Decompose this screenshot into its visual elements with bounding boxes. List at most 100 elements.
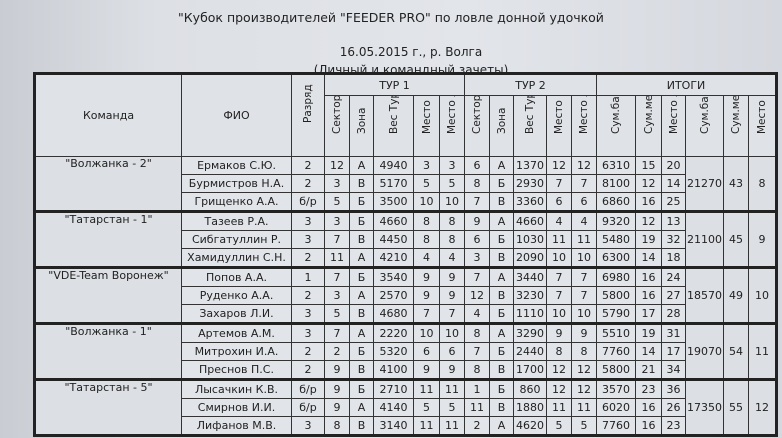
table-cell: 9 bbox=[324, 360, 350, 380]
team-sum-points: 21270 bbox=[685, 156, 724, 212]
table-cell: 3 bbox=[291, 416, 325, 436]
table-cell: 7 bbox=[464, 342, 490, 361]
table-cell: 6 bbox=[464, 156, 490, 175]
table-cell: 16 bbox=[635, 286, 662, 305]
table-cell: В bbox=[489, 360, 514, 380]
table-cell: 8 bbox=[571, 342, 597, 361]
header-tour2: ТУР 2 bbox=[464, 73, 597, 96]
table-cell: 3 bbox=[291, 322, 325, 343]
tour2-col-header: Зона bbox=[489, 95, 514, 157]
table-cell: 1030 bbox=[513, 230, 547, 249]
table-cell: 36 bbox=[661, 378, 686, 399]
table-row: Смирнов И.И. б/р 9 А 4140 5 5 11 В 1880 11 11 6020 16… bbox=[35, 398, 777, 417]
table-cell: 9 bbox=[571, 322, 597, 343]
table-cell: 4940 bbox=[373, 156, 414, 175]
table-cell: 7 bbox=[324, 266, 350, 287]
table-cell: Б bbox=[349, 342, 374, 361]
team-place: 9 bbox=[748, 210, 777, 268]
table-cell: 9 bbox=[546, 322, 572, 343]
table-cell: А bbox=[489, 266, 514, 287]
table-cell: 8 bbox=[546, 342, 572, 361]
table-cell: 23 bbox=[661, 416, 686, 436]
table-cell: В bbox=[349, 416, 374, 436]
table-cell: 8 bbox=[464, 322, 490, 343]
table-cell: 6 bbox=[546, 192, 572, 212]
table-row: "Волжанка - 1" Артемов А.М. 3 7 А 2220 10 10 8 А 3… bbox=[34, 322, 777, 380]
table-cell: 2 bbox=[464, 416, 490, 436]
table-cell: 4100 bbox=[373, 360, 414, 380]
table-cell: 25 bbox=[661, 192, 686, 212]
table-cell: 3 bbox=[291, 230, 325, 249]
table-cell: 12 bbox=[546, 378, 572, 399]
table-cell: 7 bbox=[464, 266, 490, 287]
table-cell: 2930 bbox=[513, 174, 547, 193]
table-cell: 11 bbox=[413, 378, 440, 399]
table-cell: 9 bbox=[324, 398, 350, 417]
table-cell: 19 bbox=[635, 230, 662, 249]
table-cell: 8 bbox=[413, 210, 440, 231]
table-cell: 16 bbox=[635, 416, 662, 436]
table-cell: 3 bbox=[324, 286, 350, 305]
participant-name: Попов А.А. bbox=[181, 266, 292, 287]
team-name: "Волжанка - 2" bbox=[34, 156, 182, 212]
table-cell: 26 bbox=[661, 398, 686, 417]
totals-col-header: Сум.мест.к bbox=[723, 95, 749, 157]
table-cell: Б bbox=[489, 304, 514, 324]
table-cell: 5 bbox=[324, 304, 350, 324]
table-cell: 7 bbox=[324, 230, 350, 249]
table-cell: 4660 bbox=[513, 210, 547, 231]
table-cell: 5 bbox=[324, 192, 350, 212]
table-cell: 1 bbox=[291, 266, 325, 287]
table-cell: В bbox=[349, 304, 374, 324]
table-cell: 12 bbox=[635, 210, 662, 231]
table-cell: А bbox=[489, 322, 514, 343]
table-cell: Б bbox=[489, 230, 514, 249]
team-name: "Волжанка - 1" bbox=[34, 322, 182, 380]
participant-name: Смирнов И.И. bbox=[181, 398, 292, 417]
participant-name: Захаров Л.И. bbox=[181, 304, 292, 324]
table-cell: 10 bbox=[413, 192, 440, 212]
table-row: Бурмистров Н.А. 2 3 В 5170 5 5 8 Б 2930 7 7 8100 12 14 bbox=[35, 174, 777, 193]
table-cell: В bbox=[349, 174, 374, 193]
table-cell: 10 bbox=[546, 304, 572, 324]
table-cell: 12 bbox=[571, 156, 597, 175]
table-cell: 11 bbox=[413, 416, 440, 436]
table-cell: 19 bbox=[635, 322, 662, 343]
tour2-col-header: Вес Тур 2 bbox=[513, 95, 547, 157]
participant-name: Артемов А.М. bbox=[181, 322, 292, 343]
table-cell: 5 bbox=[413, 174, 440, 193]
table-cell: 8100 bbox=[596, 174, 636, 193]
table-cell: А bbox=[349, 156, 374, 175]
table-cell: 2710 bbox=[373, 378, 414, 399]
tour1-col-header: Сектор bbox=[324, 95, 350, 157]
participant-name: Тазеев Р.А. bbox=[181, 210, 292, 231]
table-cell: 6980 bbox=[596, 266, 636, 287]
table-cell: 11 bbox=[464, 398, 490, 417]
table-cell: 2 bbox=[291, 156, 325, 175]
table-cell: А bbox=[349, 322, 374, 343]
table-cell: 6020 bbox=[596, 398, 636, 417]
table-cell: 2 bbox=[291, 174, 325, 193]
table-cell: В bbox=[489, 192, 514, 212]
table-cell: 7760 bbox=[596, 342, 636, 361]
table-cell: 11 bbox=[546, 398, 572, 417]
table-cell: 7 bbox=[571, 174, 597, 193]
table-row: "Татарстан - 5" Лысачкин К.В. б/р 9 Б 2710 11 1… bbox=[34, 378, 777, 436]
table-cell: 5 bbox=[546, 416, 572, 436]
table-cell: 2 bbox=[324, 342, 350, 361]
table-cell: 11 bbox=[439, 378, 465, 399]
table-row: Хамидуллин С.Н. 2 11 А 4210 4 4 3 В 2090 10 10 6300 1… bbox=[35, 248, 777, 268]
table-cell: 12 bbox=[546, 360, 572, 380]
participant-name: Преснов П.С. bbox=[181, 360, 292, 380]
table-cell: 6310 bbox=[596, 156, 636, 175]
header-team: Команда bbox=[34, 73, 182, 157]
table-cell: 4680 bbox=[373, 304, 414, 324]
table-cell: 7 bbox=[546, 286, 572, 305]
table-cell: В bbox=[489, 398, 514, 417]
tour1-col-header: Вес Тур 1 bbox=[373, 95, 414, 157]
team-name: "Татарстан - 1" bbox=[34, 210, 182, 268]
totals-col-header: Сум.бал.ли bbox=[596, 95, 636, 157]
table-cell: 3540 bbox=[373, 266, 414, 287]
table-cell: 4 bbox=[439, 248, 465, 268]
totals-col-header: Сум.мест.л bbox=[635, 95, 662, 157]
